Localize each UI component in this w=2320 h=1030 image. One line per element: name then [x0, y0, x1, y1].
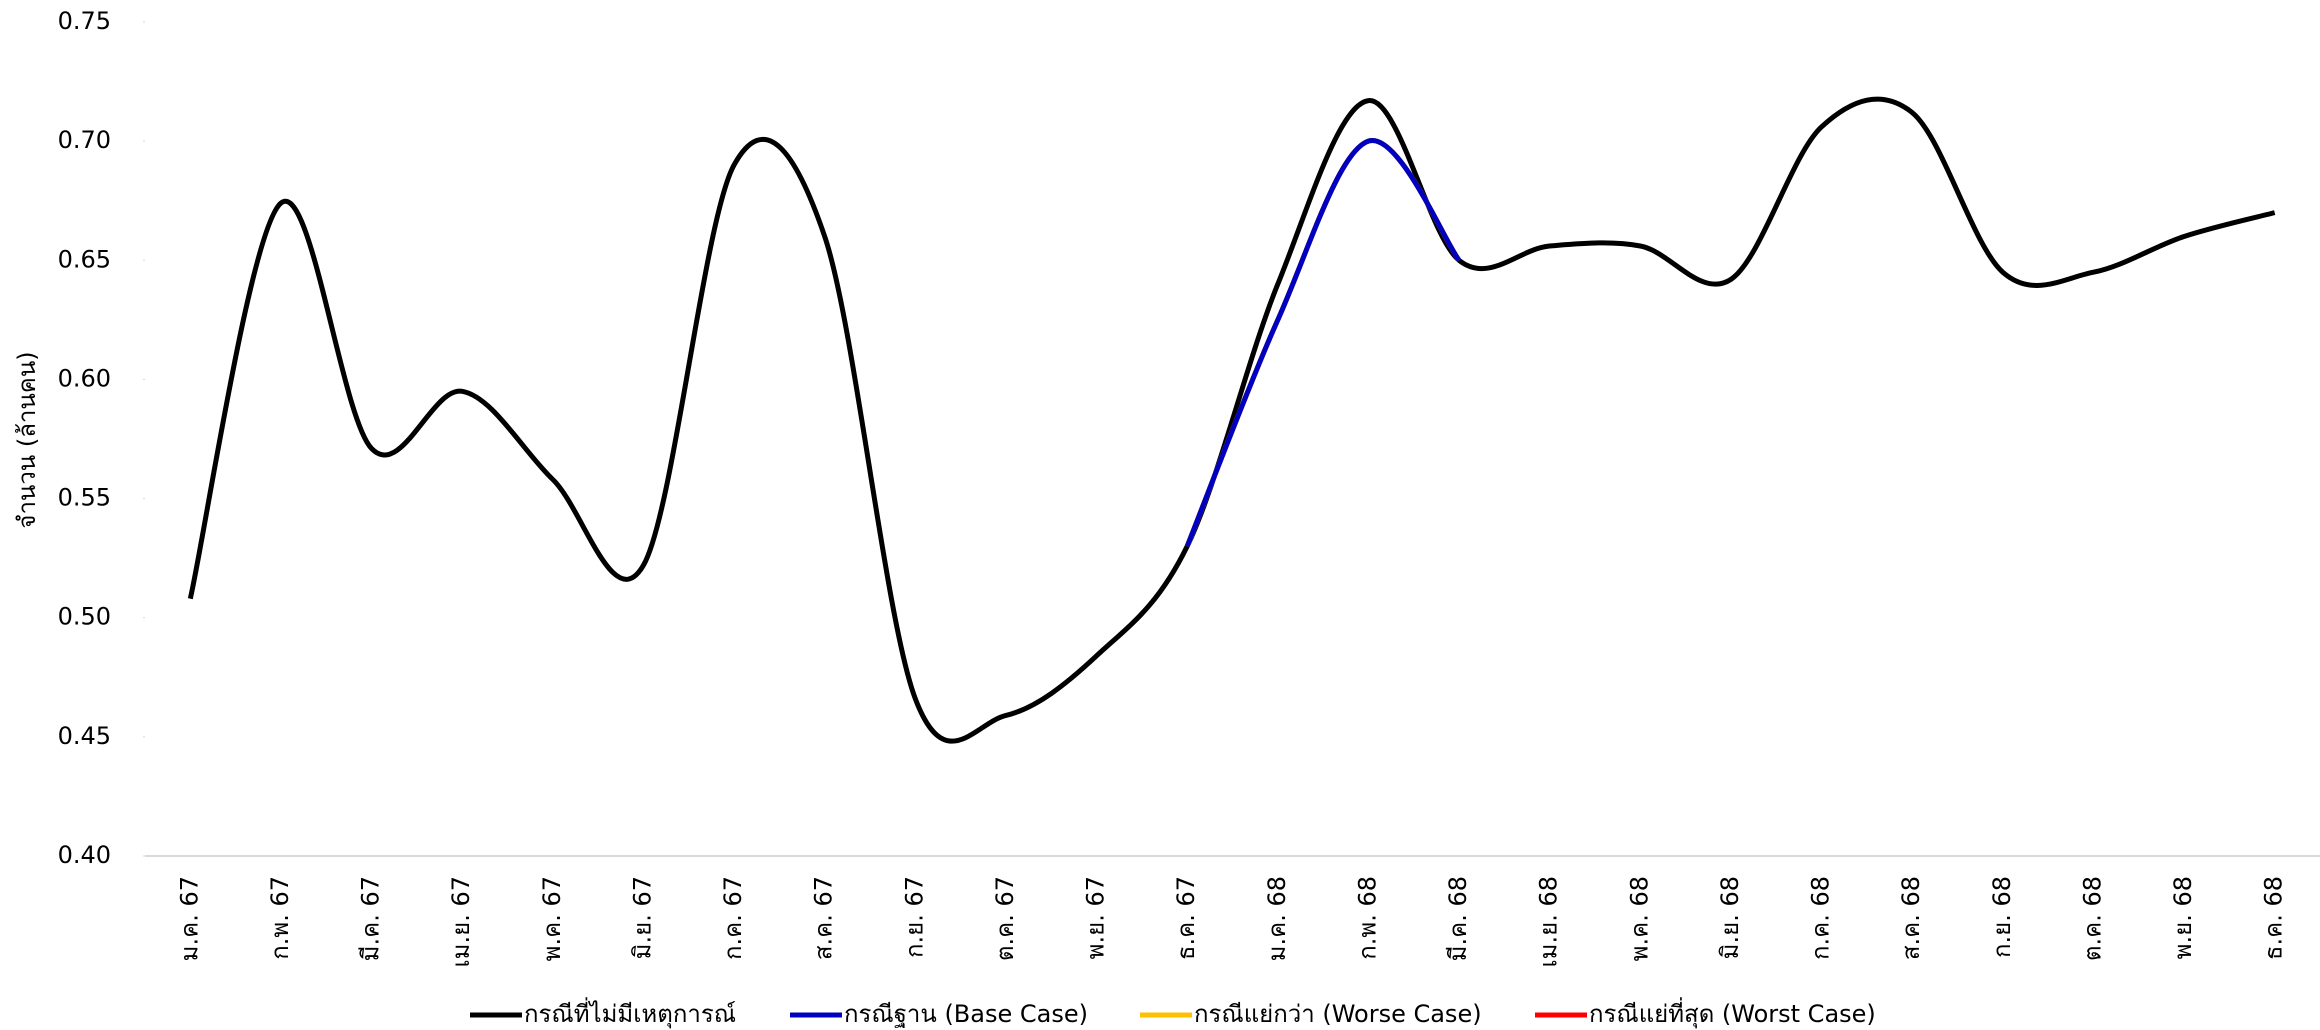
x-tick-label: ต.ค. 68 — [2078, 876, 2106, 961]
y-tick-label: 0.50 — [58, 603, 111, 631]
x-tick-label: มิ.ย. 67 — [628, 876, 656, 959]
x-tick-label: ก.พ. 68 — [1353, 876, 1381, 960]
x-tick-label: ส.ค. 68 — [1897, 876, 1925, 960]
x-tick-label: ธ.ค. 67 — [1172, 876, 1200, 960]
series-line — [1184, 138, 1462, 548]
x-tick-label: ต.ค. 67 — [991, 876, 1019, 961]
x-tick-label: พ.ย. 68 — [2169, 876, 2197, 959]
x-tick-label: ก.พ. 67 — [266, 876, 294, 960]
legend-label: กรณีฐาน (Base Case) — [844, 1000, 1088, 1028]
series-line — [187, 96, 2276, 744]
y-tick-label: 0.75 — [58, 7, 111, 35]
y-tick-label: 0.60 — [58, 364, 111, 392]
x-tick-label: เม.ย. 68 — [1535, 876, 1563, 968]
x-tick-label: มิ.ย. 68 — [1716, 876, 1744, 959]
x-tick-label: ก.ค. 67 — [719, 876, 747, 960]
x-tick-label: ก.ค. 68 — [1807, 876, 1835, 960]
series-line — [1184, 138, 1462, 548]
y-tick-label: 0.45 — [58, 722, 111, 750]
x-tick-label: ส.ค. 67 — [810, 876, 838, 960]
x-tick-label: พ.ค. 68 — [1625, 876, 1653, 961]
y-tick-label: 0.70 — [58, 126, 111, 154]
y-tick-label: 0.55 — [58, 484, 111, 512]
y-tick-label: 0.40 — [58, 841, 111, 869]
x-tick-label: พ.ค. 67 — [538, 876, 566, 961]
x-tick-label: ก.ย. 68 — [1988, 876, 2016, 958]
y-axis-label: จำนวน (ล้านคน) — [13, 351, 41, 528]
legend-label: กรณีแย่ที่สุด (Worst Case) — [1589, 997, 1876, 1029]
series-line — [1184, 138, 1462, 548]
x-tick-label: ม.ค. 67 — [175, 876, 203, 961]
x-tick-label: ธ.ค. 68 — [2260, 876, 2288, 960]
x-tick-label: ก.ย. 67 — [900, 876, 928, 958]
x-tick-label: มี.ค. 67 — [357, 876, 385, 961]
legend-label: กรณีแย่กว่า (Worse Case) — [1194, 1000, 1482, 1028]
y-tick-label: 0.65 — [58, 245, 111, 273]
x-tick-label: เม.ย. 67 — [447, 876, 475, 968]
x-tick-label: ม.ค. 68 — [1263, 876, 1291, 961]
x-tick-label: มี.ค. 68 — [1444, 876, 1472, 961]
legend-label: กรณีที่ไม่มีเหตุการณ์ — [524, 997, 736, 1029]
x-tick-label: พ.ย. 67 — [1082, 876, 1110, 959]
